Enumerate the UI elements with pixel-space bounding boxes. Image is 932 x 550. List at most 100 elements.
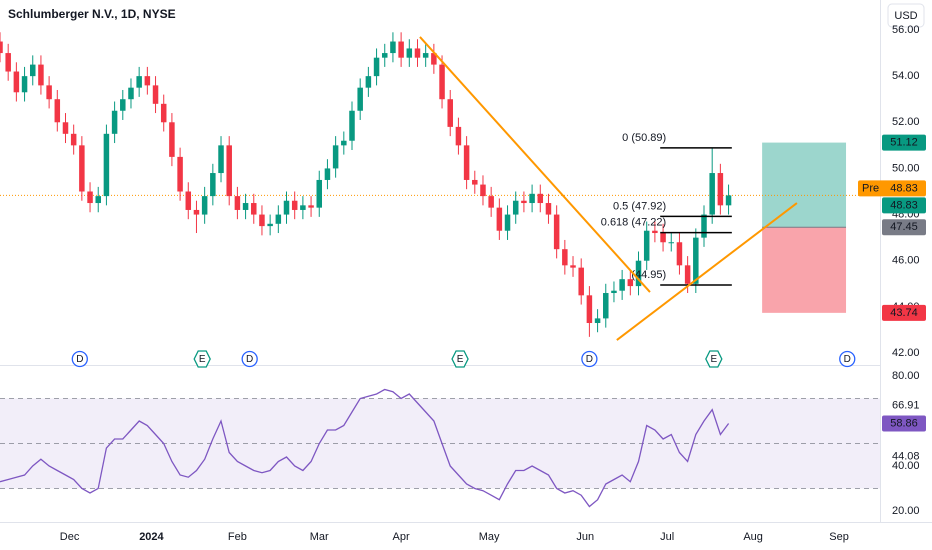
y-tick-label: 50.00 — [892, 162, 920, 174]
candle-body — [70, 133, 77, 146]
candle-body — [144, 76, 151, 86]
candle-body — [365, 76, 372, 88]
x-tick-label: Aug — [743, 531, 763, 543]
candle-body — [242, 203, 249, 210]
candle-body — [496, 207, 503, 231]
candle-body — [324, 168, 331, 180]
candle-body — [381, 53, 388, 58]
candle-body — [439, 64, 445, 100]
candle-body — [398, 41, 404, 58]
currency-label[interactable]: USD — [894, 10, 917, 22]
event-label: D — [844, 354, 851, 365]
candle-body — [455, 126, 462, 146]
currency-button[interactable] — [887, 3, 925, 28]
profit-zone — [762, 142, 847, 228]
x-tick-label: 2024 — [139, 531, 164, 543]
candle-body — [201, 196, 208, 215]
candle-body — [578, 267, 584, 296]
candle-body — [668, 242, 675, 244]
candle-body — [87, 191, 93, 204]
candle-body — [341, 140, 347, 146]
candle-body — [177, 156, 183, 192]
candle-body — [316, 179, 323, 208]
price-label: 51.12 — [890, 136, 918, 148]
candle-body — [390, 41, 396, 54]
rsi-value-label: 58.86 — [890, 417, 918, 429]
candle-body — [693, 237, 699, 284]
event-marker — [581, 350, 598, 368]
rsi-tick-label: 66.91 — [892, 399, 920, 411]
candle-body — [545, 203, 552, 215]
rsi-value-bg — [882, 415, 926, 432]
candle-body — [193, 209, 200, 215]
x-tick-label: Jun — [576, 531, 594, 543]
candle-body — [521, 200, 527, 204]
loss-zone — [762, 227, 847, 313]
event-marker — [71, 350, 88, 368]
candle-body — [120, 99, 126, 111]
candle-body — [431, 53, 437, 65]
y-tick-label: 46.00 — [892, 255, 920, 267]
candle-body — [21, 76, 28, 93]
candle-body — [5, 53, 11, 72]
x-tick-label: Mar — [310, 531, 329, 543]
rsi-tick-label: 80.00 — [892, 370, 920, 382]
candle-body — [160, 103, 167, 123]
price-label-bg — [882, 304, 926, 321]
candle-body — [619, 279, 625, 291]
candle-body — [54, 99, 61, 123]
x-tick-label: May — [479, 531, 500, 543]
candle-body — [357, 87, 363, 111]
candle-body — [251, 203, 257, 215]
candle-body — [562, 249, 568, 266]
candle-body — [553, 214, 560, 250]
candle-body — [283, 200, 290, 215]
candle-body — [611, 290, 617, 294]
candle-body — [291, 200, 298, 210]
event-label: E — [710, 354, 717, 365]
last-price-label: 48.83 — [890, 199, 918, 211]
trendline — [419, 36, 651, 293]
price-label: 47.45 — [890, 221, 918, 233]
fib-label: (44.95) — [631, 269, 666, 281]
candle-body — [259, 214, 265, 227]
candle-body — [529, 193, 535, 204]
candle-body — [29, 64, 36, 77]
candle-body — [488, 196, 494, 208]
candle-body — [512, 200, 519, 215]
price-label-bg — [882, 219, 926, 236]
candle-body — [422, 53, 429, 58]
candle-body — [504, 214, 511, 231]
price-label: 43.74 — [890, 307, 918, 319]
candle-body — [725, 195, 732, 206]
y-tick-label: 52.00 — [892, 116, 920, 128]
candle-body — [414, 48, 421, 58]
event-marker — [451, 350, 469, 368]
candle-body — [267, 223, 273, 227]
y-tick-label: 42.00 — [892, 347, 920, 359]
price-label-bg — [882, 134, 926, 151]
candle-body — [152, 85, 159, 104]
candle-body — [103, 133, 110, 197]
fib-label: 0.618 (47.22) — [601, 216, 666, 228]
candle-body — [95, 196, 101, 204]
candle-body — [594, 318, 601, 324]
candle-body — [373, 57, 380, 77]
candle-body — [676, 242, 683, 266]
candle-body — [46, 85, 52, 100]
candle-body — [234, 196, 241, 210]
rsi-tick-label: 44.08 — [892, 451, 920, 463]
event-label: D — [586, 354, 593, 365]
x-tick-label: Jul — [660, 531, 674, 543]
pre-market-tag-bg — [858, 180, 926, 197]
candle-body — [349, 110, 355, 141]
candle-body — [332, 145, 339, 169]
candle-body — [635, 260, 642, 287]
x-tick-label: Apr — [393, 531, 410, 543]
y-tick-label: 56.00 — [892, 24, 920, 36]
x-tick-label: Feb — [228, 531, 247, 543]
candle-body — [275, 214, 282, 224]
candle-body — [218, 145, 224, 174]
candle-body — [701, 214, 707, 238]
